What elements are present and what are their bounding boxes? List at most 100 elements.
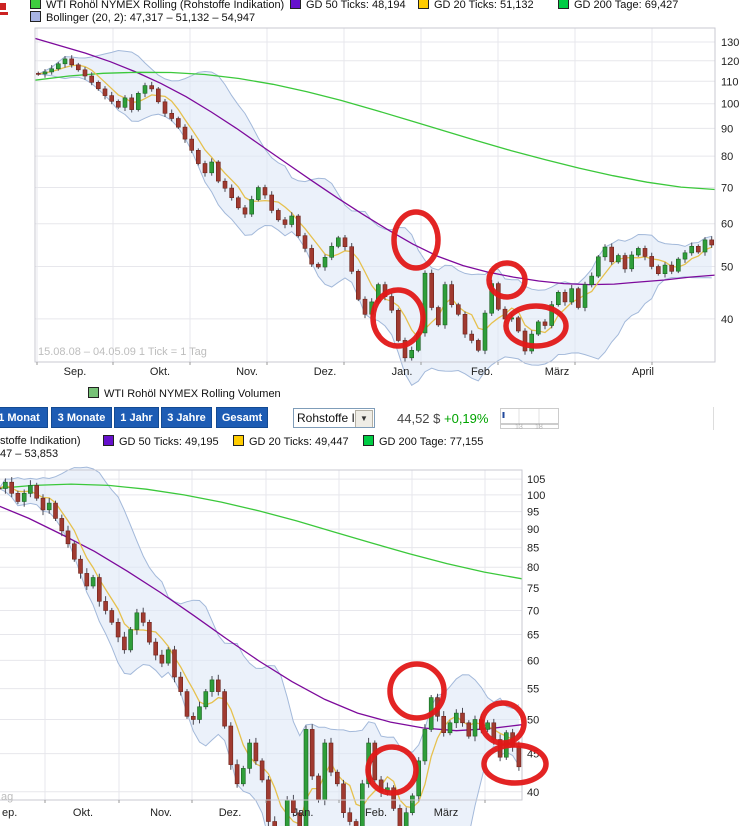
x-tick-label: März — [434, 807, 458, 819]
price-value: 44,52 $ — [397, 411, 441, 426]
bottom-chart-panel: stoffe Indikation) GD 50 Ticks: 49,195 G… — [0, 432, 754, 826]
x-tick-label: Okt. — [73, 807, 93, 819]
cropped-red-swatch-fragment — [0, 12, 8, 15]
gd50-line — [34, 37, 716, 286]
caption-fragment: ag — [1, 791, 14, 803]
annotation-circle — [486, 260, 528, 300]
annotation-circle — [479, 700, 527, 746]
y-tick-label: 110 — [721, 76, 739, 88]
annotation-circle — [365, 744, 419, 796]
y-tick-label: 90 — [721, 123, 733, 135]
y-tick-label: 120 — [721, 56, 739, 68]
y-tick-label: 70 — [527, 606, 539, 618]
gd20-line — [38, 64, 712, 339]
legend-volume: WTI Rohöl NYMEX Rolling Volumen — [88, 387, 281, 400]
legend-gd50: GD 50 Ticks: 49,195 — [103, 435, 219, 448]
gd200-swatch — [558, 0, 569, 9]
bollinger-band — [0, 467, 519, 826]
chevron-down-icon[interactable]: ▼ — [355, 410, 373, 427]
range-button-1-monat[interactable]: 1 Monat — [0, 407, 48, 428]
annotation-circle — [503, 303, 569, 349]
legend-label: GD 50 Ticks: 48,194 — [306, 0, 406, 11]
y-tick-label: 60 — [721, 219, 733, 231]
instrument-select[interactable]: Rohstoffe In ▼ — [293, 408, 375, 428]
legend-label: GD 200 Tage: 69,427 — [574, 0, 679, 11]
legend-label: stoffe Indikation) — [0, 435, 81, 447]
y-tick-label: 100 — [527, 490, 545, 502]
legend-label: GD 200 Tage: 77,155 — [379, 436, 484, 448]
plot-frame — [34, 27, 716, 363]
y-tick-label: 50 — [721, 262, 733, 274]
annotation-circle — [391, 209, 441, 271]
x-tick-label: Jan. — [392, 366, 413, 378]
range-button-gesamt[interactable]: Gesamt — [216, 407, 268, 428]
range-button-1-jahr[interactable]: 1 Jahr — [114, 407, 159, 428]
legend-gd20: GD 20 Ticks: 49,447 — [233, 435, 349, 448]
x-tick-label: Feb. — [471, 366, 493, 378]
instrument-swatch — [30, 0, 41, 9]
annotation-circle — [387, 661, 447, 721]
x-tick-label: Feb. — [365, 807, 387, 819]
bollinger-swatch — [30, 11, 41, 22]
x-tick-label: Dez. — [314, 366, 337, 378]
sparkline-mark — [502, 412, 505, 418]
y-tick-label: 55 — [527, 684, 539, 696]
legend-instrument-truncated: stoffe Indikation) — [0, 435, 81, 447]
y-tick-label: 40 — [721, 314, 733, 326]
legend-label: 47 – 53,853 — [0, 448, 59, 460]
gd50-line — [0, 505, 523, 732]
annotation-circle — [481, 742, 549, 786]
y-tick-label: 65 — [527, 630, 539, 642]
top-chart-panel: WTI Rohöl NYMEX Rolling (Rohstoffe Indik… — [0, 0, 754, 404]
legend-label: WTI Rohöl NYMEX Rolling Volumen — [104, 388, 281, 400]
top-price-chart[interactable]: 130 120 110 100 90 80 70 60 50 40 Sep. Okt. Nov. Dez.… — [0, 0, 754, 404]
legend-gd20: GD 20 Ticks: 51,132 — [418, 0, 534, 11]
sparkline-tick: 13 — [515, 424, 523, 430]
x-tick-label: ep. — [2, 807, 17, 819]
legend-label: GD 20 Ticks: 51,132 — [434, 0, 534, 11]
y-tick-label: 105 — [527, 474, 545, 486]
sparkline-tick: 18 — [535, 424, 543, 430]
y-tick-label: 130 — [721, 37, 739, 49]
x-tick-label: Sep. — [64, 366, 87, 378]
toolbar-divider — [713, 407, 714, 430]
legend-gd50: GD 50 Ticks: 48,194 — [290, 0, 406, 11]
volume-swatch — [88, 387, 99, 398]
legend-bollinger-truncated: 47 – 53,853 — [0, 448, 58, 460]
legend-label: GD 50 Ticks: 49,195 — [119, 436, 219, 448]
range-button-3-jahre[interactable]: 3 Jahre — [161, 407, 212, 428]
y-tick-label: 80 — [527, 562, 539, 574]
bollinger-band — [38, 50, 712, 386]
legend-gd200: GD 200 Tage: 69,427 — [558, 0, 679, 11]
x-tick-label: Nov. — [236, 366, 258, 378]
legend-instrument: WTI Rohöl NYMEX Rolling (Rohstoffe Indik… — [30, 0, 285, 11]
cropped-red-swatch-fragment — [0, 3, 6, 10]
plot-frame — [0, 469, 523, 801]
y-tick-label: 85 — [527, 543, 539, 555]
toolbar: 1 Monat 3 Monate 1 Jahr 3 Jahre Gesamt R… — [0, 406, 754, 432]
y-tick-label: 90 — [527, 524, 539, 536]
price-change: +0,19% — [444, 411, 489, 426]
legend-label: GD 20 Ticks: 49,447 — [249, 436, 349, 448]
gd20-swatch — [233, 435, 244, 446]
gd200-line — [34, 71, 716, 191]
y-tick-label: 70 — [721, 183, 733, 195]
intraday-sparkline[interactable]: 13 18 — [500, 408, 560, 430]
bollinger-lower — [0, 488, 520, 826]
x-tick-label: Nov. — [150, 807, 172, 819]
annotation-circle — [370, 287, 426, 349]
y-tick-label: 80 — [721, 151, 733, 163]
gd20-line — [0, 484, 520, 825]
x-tick-label: Jan. — [293, 807, 314, 819]
x-tick-label: März — [545, 366, 569, 378]
legend-bollinger: Bollinger (20, 2): 47,317 – 51,132 – 54,… — [30, 11, 255, 24]
candlestick-series — [0, 477, 522, 826]
y-tick-label: 75 — [527, 583, 539, 595]
legend-gd200: GD 200 Tage: 77,155 — [363, 435, 484, 448]
x-tick-label: Okt. — [150, 366, 170, 378]
instrument-select-value: Rohstoffe In — [297, 411, 357, 425]
range-button-3-monate[interactable]: 3 Monate — [51, 407, 112, 428]
legend-label: WTI Rohöl NYMEX Rolling (Rohstoffe Indik… — [46, 0, 285, 11]
